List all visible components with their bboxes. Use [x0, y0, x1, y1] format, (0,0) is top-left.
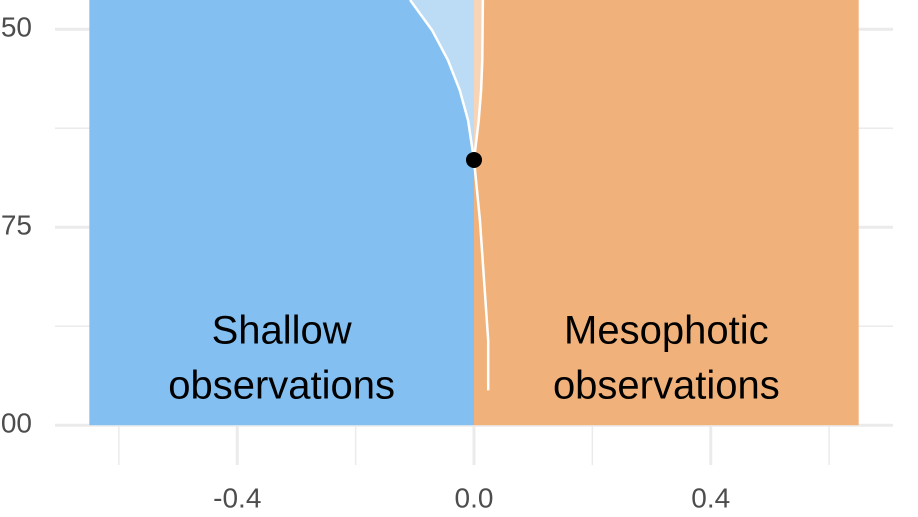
x-tick-label: 0.0 — [455, 482, 494, 513]
y-tick-label: 50 — [1, 12, 32, 43]
area — [474, 0, 483, 160]
y-tick-label: 00 — [1, 408, 32, 439]
line — [409, 0, 490, 391]
x-tick-label: -0.4 — [213, 482, 261, 513]
x-tick-label: 0.4 — [691, 482, 730, 513]
line — [472, 0, 485, 161]
region — [89, 0, 474, 426]
region — [474, 0, 859, 426]
region-label: Mesophotic — [564, 309, 769, 353]
y-tick-label: 75 — [1, 210, 32, 241]
region-label: Shallow — [212, 309, 352, 353]
region-label: observations — [553, 364, 780, 408]
point — [466, 151, 482, 168]
region-label: observations — [168, 364, 395, 408]
area — [410, 0, 474, 160]
